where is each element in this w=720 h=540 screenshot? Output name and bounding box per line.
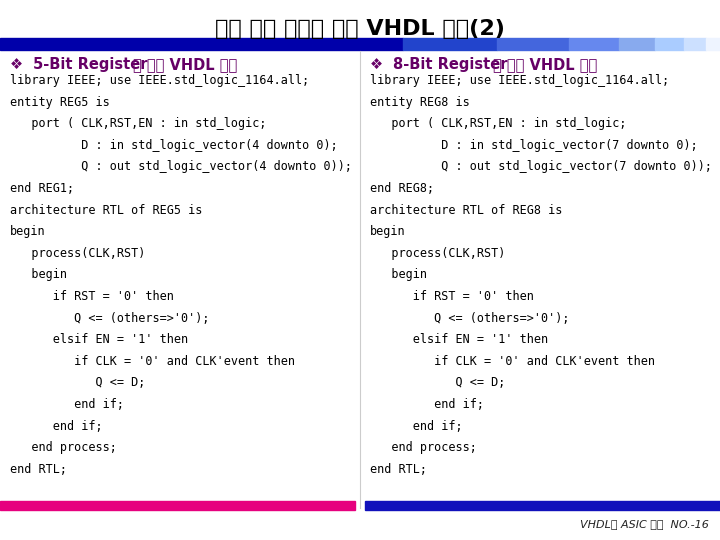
Text: end REG8;: end REG8;: [370, 182, 434, 195]
Text: Q <= (others=>'0');: Q <= (others=>'0');: [370, 312, 570, 325]
Text: end RTL;: end RTL;: [370, 463, 427, 476]
Text: 에 대한 VHDL 표현: 에 대한 VHDL 표현: [133, 57, 238, 72]
Text: Q <= (others=>'0');: Q <= (others=>'0');: [10, 312, 210, 325]
Text: end process;: end process;: [10, 441, 117, 454]
Text: D : in std_logic_vector(7 downto 0);: D : in std_logic_vector(7 downto 0);: [370, 139, 698, 152]
Bar: [365, 501, 720, 510]
Text: architecture RTL of REG5 is: architecture RTL of REG5 is: [10, 204, 202, 217]
Bar: [403, 38, 497, 50]
Text: port ( CLK,RST,EN : in std_logic;: port ( CLK,RST,EN : in std_logic;: [10, 117, 266, 130]
Text: Q <= D;: Q <= D;: [10, 376, 145, 389]
Text: elsif EN = '1' then: elsif EN = '1' then: [370, 333, 548, 346]
Text: ❖: ❖: [10, 57, 33, 72]
Bar: [497, 38, 569, 50]
Text: if RST = '0' then: if RST = '0' then: [10, 290, 174, 303]
Bar: [655, 38, 684, 50]
Text: begin: begin: [370, 268, 427, 281]
Text: architecture RTL of REG8 is: architecture RTL of REG8 is: [370, 204, 562, 217]
Text: Q <= D;: Q <= D;: [370, 376, 505, 389]
Text: if CLK = '0' and CLK'event then: if CLK = '0' and CLK'event then: [370, 355, 655, 368]
Text: if CLK = '0' and CLK'event then: if CLK = '0' and CLK'event then: [10, 355, 295, 368]
Text: 8-Bit Register: 8-Bit Register: [393, 57, 508, 72]
Text: Q : out std_logic_vector(7 downto 0));: Q : out std_logic_vector(7 downto 0));: [370, 160, 712, 173]
Bar: [0, 38, 403, 50]
Bar: [0, 501, 355, 510]
Text: process(CLK,RST): process(CLK,RST): [370, 247, 505, 260]
Text: end process;: end process;: [370, 441, 477, 454]
Text: entity REG8 is: entity REG8 is: [370, 96, 470, 109]
Text: begin: begin: [370, 225, 405, 238]
Text: begin: begin: [10, 225, 45, 238]
Text: end if;: end if;: [370, 398, 484, 411]
Text: 순서 논리 회로에 대한 VHDL 설계(2): 순서 논리 회로에 대한 VHDL 설계(2): [215, 19, 505, 39]
Text: end if;: end if;: [10, 420, 103, 433]
Text: elsif EN = '1' then: elsif EN = '1' then: [10, 333, 188, 346]
Text: end RTL;: end RTL;: [10, 463, 67, 476]
Text: end REG1;: end REG1;: [10, 182, 74, 195]
Text: library IEEE; use IEEE.std_logic_1164.all;: library IEEE; use IEEE.std_logic_1164.al…: [370, 74, 670, 87]
Text: Q : out std_logic_vector(4 downto 0));: Q : out std_logic_vector(4 downto 0));: [10, 160, 352, 173]
Text: library IEEE; use IEEE.std_logic_1164.all;: library IEEE; use IEEE.std_logic_1164.al…: [10, 74, 310, 87]
Text: 5-Bit Register: 5-Bit Register: [33, 57, 148, 72]
Text: begin: begin: [10, 268, 67, 281]
Bar: [684, 38, 706, 50]
Bar: [619, 38, 655, 50]
Text: end if;: end if;: [370, 420, 463, 433]
Bar: [569, 38, 619, 50]
Text: port ( CLK,RST,EN : in std_logic;: port ( CLK,RST,EN : in std_logic;: [370, 117, 626, 130]
Text: if RST = '0' then: if RST = '0' then: [370, 290, 534, 303]
Text: VHDL과 ASIC 설계  NO.-16: VHDL과 ASIC 설계 NO.-16: [580, 519, 709, 530]
Text: end if;: end if;: [10, 398, 124, 411]
Text: entity REG5 is: entity REG5 is: [10, 96, 110, 109]
Bar: [706, 38, 720, 50]
Text: ❖: ❖: [370, 57, 393, 72]
Text: D : in std_logic_vector(4 downto 0);: D : in std_logic_vector(4 downto 0);: [10, 139, 338, 152]
Text: process(CLK,RST): process(CLK,RST): [10, 247, 145, 260]
Text: 에 대한 VHDL 표현: 에 대한 VHDL 표현: [493, 57, 598, 72]
